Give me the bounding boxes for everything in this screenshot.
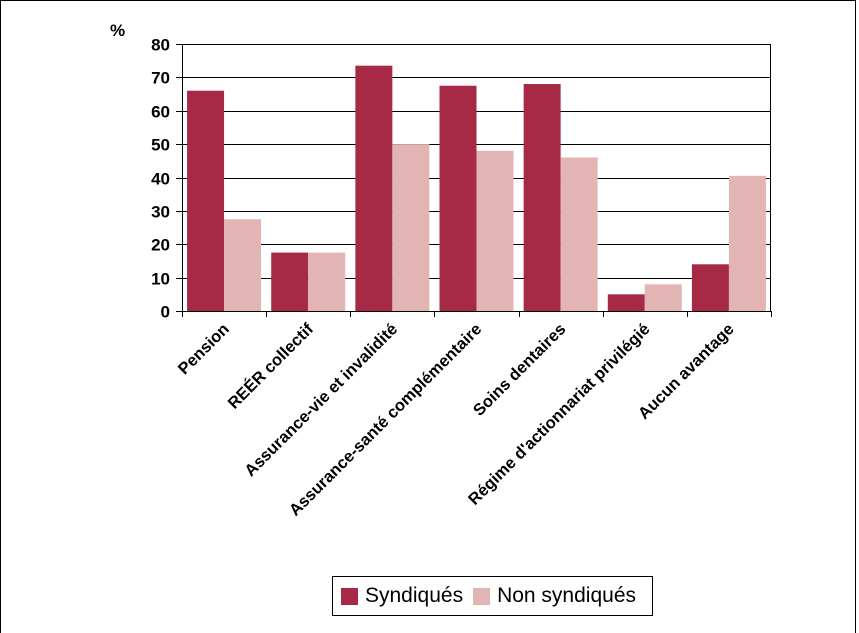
bars xyxy=(187,65,766,311)
bar-non-syndiques xyxy=(476,150,514,311)
legend-label-syndiques: Syndiqués xyxy=(365,584,464,607)
bar-non-syndiques xyxy=(308,252,346,311)
bar-syndiques xyxy=(439,85,477,311)
x-tick-label: Assurance-vie et invalidité xyxy=(241,320,401,480)
bar-syndiques xyxy=(271,252,309,311)
y-unit-label: % xyxy=(110,21,125,40)
legend-item-non-syndiques: Non syndiqués xyxy=(473,584,636,608)
bar-non-syndiques xyxy=(728,175,766,311)
bar-non-syndiques xyxy=(560,157,598,311)
bar-syndiques xyxy=(607,294,645,311)
legend-swatch-syndiques xyxy=(341,587,358,605)
y-tick-label: 30 xyxy=(151,203,170,222)
axes xyxy=(176,44,772,317)
bar-syndiques xyxy=(523,84,561,311)
y-tick-label: 50 xyxy=(151,136,170,155)
x-tick-label: REÉR collectif xyxy=(224,319,318,413)
legend: Syndiqués Non syndiqués xyxy=(332,576,653,616)
y-tick-label: 20 xyxy=(151,236,170,255)
bar-non-syndiques xyxy=(392,144,430,311)
x-tick-label: Soins dentaires xyxy=(470,320,570,420)
x-tick-label: Pension xyxy=(175,320,233,378)
bar-non-syndiques xyxy=(644,284,682,311)
bar-syndiques xyxy=(355,65,393,311)
y-tick-label: 70 xyxy=(151,69,170,88)
x-tick-label: Régime d'actionnariat privilégié xyxy=(465,320,654,509)
y-tick-label: 10 xyxy=(151,270,170,289)
y-tick-label: 0 xyxy=(161,303,170,322)
bar-non-syndiques xyxy=(224,219,262,311)
bar-syndiques xyxy=(691,264,729,311)
bar-syndiques xyxy=(187,90,225,311)
legend-swatch-non-syndiques xyxy=(473,587,491,605)
y-tick-label: 40 xyxy=(151,170,170,189)
y-tick-label: 80 xyxy=(151,36,170,55)
x-tick-label: Assurance-santé complémentaire xyxy=(286,320,485,519)
y-tick-label: 60 xyxy=(151,103,170,122)
legend-label-non-syndiques: Non syndiqués xyxy=(497,584,636,607)
legend-item-syndiques: Syndiqués xyxy=(341,584,463,608)
